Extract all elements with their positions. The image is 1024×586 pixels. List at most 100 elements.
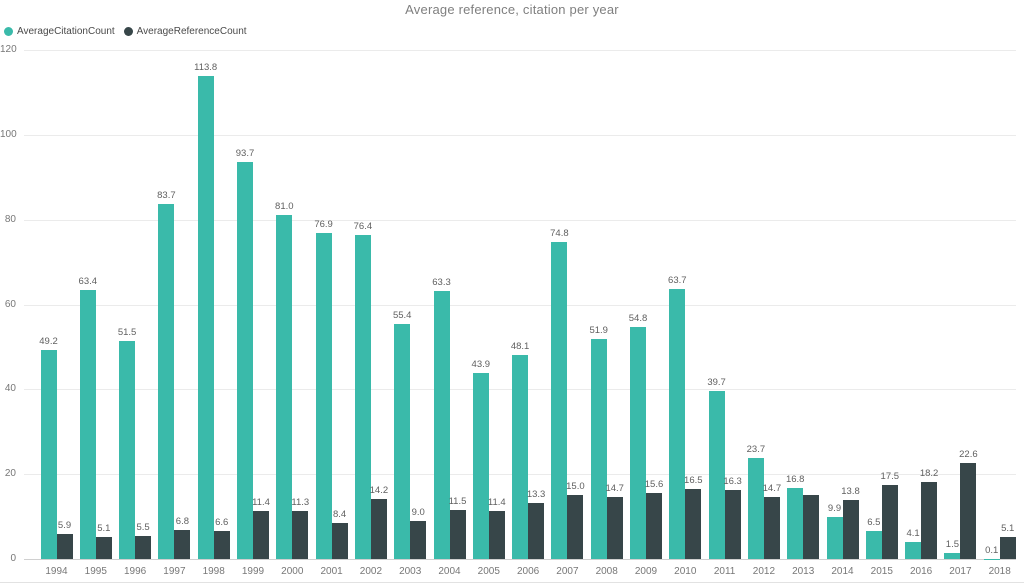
x-axis-tick-2002: 2002 <box>359 566 383 577</box>
bar-value-label-reference-2014: 13.8 <box>841 486 860 498</box>
bar-reference-1997[interactable] <box>174 530 191 559</box>
bar-reference-2016[interactable] <box>921 481 938 559</box>
bar-value-label-citation-1996: 51.5 <box>117 326 137 338</box>
x-axis-tick-2000: 2000 <box>281 566 304 577</box>
bar-value-label-citation-2016: 4.1 <box>906 527 920 539</box>
bar-citation-2007[interactable] <box>551 241 568 559</box>
bar-reference-1999[interactable] <box>253 510 269 559</box>
x-axis-tick-2006: 2006 <box>516 566 540 577</box>
bar-value-label-citation-2013: 16.8 <box>785 473 805 485</box>
bar-value-label-reference-1999: 11.4 <box>252 496 270 508</box>
legend-item-reference[interactable]: AverageReferenceCount <box>123 26 247 37</box>
bar-reference-2001[interactable] <box>331 523 348 559</box>
bar-reference-2012[interactable] <box>763 496 780 559</box>
bar-reference-2000[interactable] <box>292 511 309 559</box>
bar-reference-2014[interactable] <box>842 500 859 559</box>
bar-citation-2012[interactable] <box>747 458 764 559</box>
bar-value-label-citation-2002: 76.4 <box>353 220 373 232</box>
bar-citation-2015[interactable] <box>865 531 882 559</box>
bar-value-label-reference-2015: 17.5 <box>880 470 900 482</box>
bar-value-label-reference-2000: 11.3 <box>291 497 310 509</box>
bar-value-label-citation-2004: 63.3 <box>432 276 451 288</box>
bar-citation-1999[interactable] <box>237 161 253 559</box>
bar-citation-1994[interactable] <box>40 350 57 559</box>
bar-value-label-citation-2010: 63.7 <box>668 274 687 286</box>
bar-reference-2002[interactable] <box>370 498 387 559</box>
gridline-60 <box>24 304 1016 306</box>
x-axis-tick-2016: 2016 <box>909 566 933 577</box>
bar-reference-2010[interactable] <box>685 489 702 559</box>
bar-value-label-reference-2001: 8.4 <box>332 509 347 521</box>
bar-citation-2014[interactable] <box>826 517 843 559</box>
bar-value-label-reference-1996: 5.5 <box>136 521 150 533</box>
bar-citation-2009[interactable] <box>630 326 646 559</box>
bar-reference-2009[interactable] <box>646 492 662 559</box>
gridline-120 <box>24 50 1016 51</box>
visual-bottom-border <box>0 582 1024 583</box>
bar-reference-1998[interactable] <box>213 531 230 559</box>
bar-value-label-citation-2000: 81.0 <box>275 201 294 213</box>
bar-citation-2005[interactable] <box>472 372 489 559</box>
bar-citation-1996[interactable] <box>119 340 136 559</box>
bar-citation-2000[interactable] <box>276 215 293 559</box>
x-axis-tick-2013: 2013 <box>792 566 815 577</box>
bar-citation-2017[interactable] <box>944 552 961 559</box>
bar-citation-2016[interactable] <box>905 541 922 559</box>
x-axis-tick-2001: 2001 <box>320 566 343 577</box>
bar-reference-2017[interactable] <box>960 463 977 559</box>
gridline-0 <box>24 559 1016 560</box>
legend-item-citation[interactable]: AverageCitationCount <box>4 26 115 37</box>
bar-reference-2008[interactable] <box>606 496 623 559</box>
bar-reference-2013[interactable] <box>803 495 820 559</box>
bar-reference-1996[interactable] <box>135 535 152 559</box>
bar-reference-2005[interactable] <box>488 510 505 559</box>
bar-value-label-reference-2008: 14.7 <box>605 482 624 494</box>
bar-value-label-citation-1995: 63.4 <box>78 276 98 288</box>
bar-citation-1998[interactable] <box>197 76 214 559</box>
bar-reference-2018[interactable] <box>999 537 1016 559</box>
x-axis-tick-1998: 1998 <box>202 566 225 577</box>
bar-value-label-reference-2009: 15.6 <box>644 478 664 490</box>
bar-reference-1994[interactable] <box>56 533 73 559</box>
y-axis-tick-120: 120 <box>0 44 17 55</box>
bar-value-label-citation-1999: 93.7 <box>235 147 255 159</box>
bar-reference-2004[interactable] <box>449 510 466 559</box>
bar-citation-2003[interactable] <box>394 324 411 559</box>
bar-citation-2010[interactable] <box>669 288 686 559</box>
bar-citation-2001[interactable] <box>315 232 332 559</box>
bar-value-label-citation-2012: 23.7 <box>746 444 766 456</box>
bar-value-label-citation-2006: 48.1 <box>510 340 530 352</box>
bar-value-label-citation-2005: 43.9 <box>471 358 491 370</box>
y-axis-tick-0: 0 <box>10 553 16 564</box>
bar-value-label-citation-2008: 51.9 <box>589 324 608 336</box>
bar-value-label-reference-2004: 11.5 <box>448 496 467 508</box>
x-axis-tick-2015: 2015 <box>870 566 893 577</box>
bar-citation-2013[interactable] <box>787 487 804 559</box>
x-axis-tick-2005: 2005 <box>477 566 500 577</box>
bar-reference-2011[interactable] <box>724 489 741 559</box>
bar-citation-1997[interactable] <box>158 203 175 559</box>
bar-reference-2006[interactable] <box>528 502 545 559</box>
bar-citation-2008[interactable] <box>590 338 607 559</box>
bar-citation-2018[interactable] <box>983 558 1000 559</box>
bar-citation-2004[interactable] <box>433 290 450 559</box>
bar-citation-2011[interactable] <box>708 390 725 559</box>
bar-reference-1995[interactable] <box>95 537 112 559</box>
x-axis-tick-1996: 1996 <box>123 566 147 577</box>
bar-value-label-reference-1994: 5.9 <box>57 519 72 531</box>
bar-reference-2015[interactable] <box>881 484 898 559</box>
bar-value-label-citation-2007: 74.8 <box>550 227 569 239</box>
bar-citation-1995[interactable] <box>79 290 96 559</box>
gridline-80 <box>24 219 1016 221</box>
bar-citation-2002[interactable] <box>354 234 371 559</box>
x-axis-tick-1997: 1997 <box>163 566 186 577</box>
bar-value-label-citation-2018: 0.1 <box>985 544 999 556</box>
bar-value-label-citation-1994: 49.2 <box>39 336 58 348</box>
bar-reference-2003[interactable] <box>410 520 427 559</box>
bar-reference-2007[interactable] <box>567 495 584 559</box>
bar-value-label-reference-2003: 9.0 <box>411 506 425 518</box>
x-axis-tick-1994: 1994 <box>45 566 68 577</box>
bar-value-label-reference-2002: 14.2 <box>369 484 389 496</box>
bar-citation-2006[interactable] <box>512 354 529 559</box>
x-axis-tick-2018: 2018 <box>988 566 1011 577</box>
